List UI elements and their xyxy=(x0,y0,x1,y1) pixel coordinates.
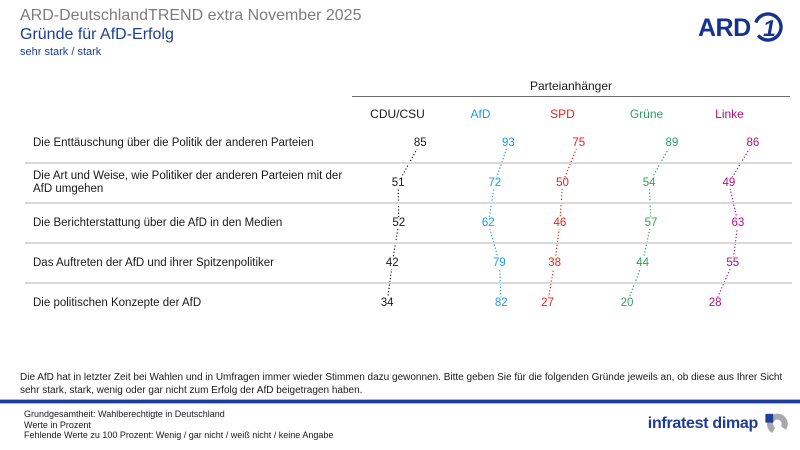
row-label: Das Auftreten der AfD und ihrer Spitzenp… xyxy=(33,256,274,269)
ard-logo-text: ARD xyxy=(698,14,751,42)
infratest-dimap-logo: infratest dimap xyxy=(648,412,788,436)
value-label: 27 xyxy=(540,297,555,309)
value-label: 72 xyxy=(487,177,503,189)
footer-note-line: Fehlende Werte zu 100 Prozent: Wenig / g… xyxy=(24,430,334,440)
report-title: ARD-DeutschlandTREND extra November 2025 xyxy=(20,7,362,24)
chart-subtitle: sehr stark / stark xyxy=(20,46,102,58)
value-label: 50 xyxy=(555,177,570,189)
value-label: 55 xyxy=(725,257,741,269)
ard-logo-icon: ARD 1 xyxy=(698,12,783,42)
value-label: 28 xyxy=(707,297,723,309)
trend-line xyxy=(714,142,754,304)
value-label: 46 xyxy=(552,217,568,229)
party-group-header: Parteianhänger xyxy=(529,79,613,93)
value-label: 93 xyxy=(501,137,516,149)
value-label: 54 xyxy=(641,177,657,189)
value-label: 20 xyxy=(619,297,635,309)
header-rule xyxy=(352,96,790,97)
party-column-header: AfD xyxy=(470,107,491,121)
value-label: 86 xyxy=(745,137,761,149)
party-column-header: Linke xyxy=(715,107,744,121)
footer-note-line: Werte in Prozent xyxy=(24,419,91,430)
chart-title: Gründe für AfD-Erfolg xyxy=(20,26,174,43)
row-label: Die politischen Konzepte der AfD xyxy=(33,296,202,309)
value-label: 42 xyxy=(384,257,400,269)
value-label: 38 xyxy=(547,257,563,269)
value-label: 79 xyxy=(491,257,507,269)
party-column-header: CDU/CSU xyxy=(370,107,425,121)
footer-notes: Grundgesamtheit: Wahlberechtigte in Deut… xyxy=(24,409,333,441)
infratest-dimap-icon xyxy=(765,413,788,435)
value-label: 44 xyxy=(635,257,650,269)
footnote: Die AfD hat in letzter Zeit bei Wahlen u… xyxy=(20,372,783,396)
row-separator xyxy=(25,162,792,164)
value-label: 34 xyxy=(379,297,395,309)
value-label: 89 xyxy=(664,137,680,149)
value-label: 57 xyxy=(643,217,659,229)
value-label: 49 xyxy=(721,177,737,189)
value-label: 85 xyxy=(412,137,428,149)
value-label: 51 xyxy=(390,177,406,189)
ard-logo-circle xyxy=(753,12,783,42)
value-label: 82 xyxy=(493,297,509,309)
value-label: 52 xyxy=(391,217,407,229)
row-separator xyxy=(25,282,792,284)
value-label: 62 xyxy=(480,217,496,229)
footer-note-line: Grundgesamtheit: Wahlberechtigte in Deut… xyxy=(24,409,225,419)
value-label: 63 xyxy=(730,217,746,229)
infratest-dimap-text: infratest dimap xyxy=(647,415,759,432)
row-label: Die Berichterstattung über die AfD in de… xyxy=(33,216,283,229)
ard-logo-one: 1 xyxy=(761,15,778,41)
row-label: Die Art und Weise, wie Politiker der and… xyxy=(33,170,343,195)
party-column-header: SPD xyxy=(550,107,575,121)
value-label: 75 xyxy=(571,137,587,149)
party-column-header: Grüne xyxy=(629,107,664,121)
row-label: Die Enttäuschung über die Politik der an… xyxy=(33,136,314,149)
footer-divider xyxy=(0,399,800,404)
row-separator xyxy=(25,202,792,204)
row-separator xyxy=(25,242,792,244)
